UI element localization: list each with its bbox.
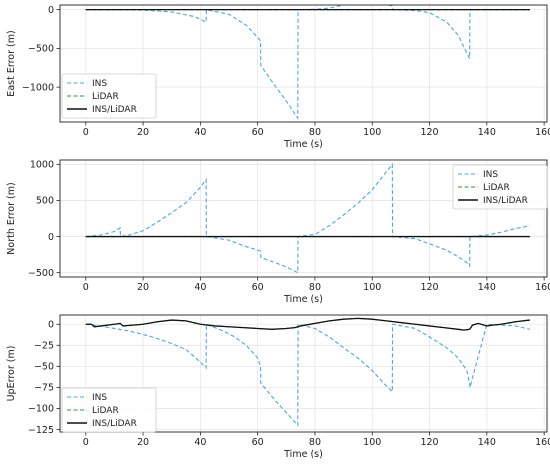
legend-label: LiDAR bbox=[92, 406, 119, 416]
legend-label: INS bbox=[92, 393, 107, 403]
legend-label: LiDAR bbox=[92, 92, 119, 102]
y-tick-label: 0 bbox=[48, 320, 54, 331]
y-tick-label: −500 bbox=[28, 44, 54, 55]
x-tick-label: 160 bbox=[535, 127, 550, 138]
y-tick-label: −125 bbox=[28, 425, 54, 436]
chart-panel-1: 0 20 40 60 80 100 120 140 160 0 −500 −1000 Time (s) E… bbox=[6, 3, 550, 150]
y-axis-label: North Error (m) bbox=[6, 182, 17, 254]
legend: INS LiDAR INS/LiDAR bbox=[453, 165, 547, 209]
x-axis-label: Time (s) bbox=[283, 294, 323, 305]
y-tick-label: −50 bbox=[34, 362, 54, 373]
x-tick-label: 60 bbox=[252, 437, 264, 448]
x-tick-label: 80 bbox=[309, 282, 321, 293]
y-tick-label: −1000 bbox=[22, 82, 54, 93]
x-tick-label: 100 bbox=[363, 127, 381, 138]
x-tick-label: 20 bbox=[137, 282, 149, 293]
y-tick-label: −25 bbox=[34, 341, 54, 352]
y-tick-label: 500 bbox=[36, 196, 54, 207]
x-tick-label: 160 bbox=[535, 437, 550, 448]
x-tick-label: 20 bbox=[137, 127, 149, 138]
chart-panel-2: 0 20 40 60 80 100 120 140 160 1000 500 0 −500 Time (s… bbox=[6, 160, 550, 305]
x-tick-label: 140 bbox=[478, 282, 496, 293]
x-tick-label: 0 bbox=[83, 127, 89, 138]
x-tick-label: 80 bbox=[309, 437, 321, 448]
x-tick-label: 120 bbox=[420, 282, 438, 293]
x-tick-label: 40 bbox=[194, 127, 206, 138]
y-tick-label: −75 bbox=[34, 383, 54, 394]
legend-label: INS bbox=[92, 79, 107, 89]
legend: INS LiDAR INS/LiDAR bbox=[62, 388, 156, 432]
x-axis-label: Time (s) bbox=[283, 139, 323, 150]
x-tick-label: 60 bbox=[252, 127, 264, 138]
y-tick-label: −500 bbox=[28, 268, 54, 279]
x-tick-label: 120 bbox=[420, 437, 438, 448]
legend-label: INS/LiDAR bbox=[92, 105, 137, 115]
x-tick-label: 40 bbox=[194, 282, 206, 293]
x-tick-label: 140 bbox=[478, 437, 496, 448]
chart-panel-3: 0 20 40 60 80 100 120 140 160 0 −25 −50 −75 −100 −125 T… bbox=[6, 315, 550, 460]
legend-label: INS/LiDAR bbox=[483, 196, 528, 206]
legend-label: INS/LiDAR bbox=[92, 419, 137, 429]
x-axis-label: Time (s) bbox=[283, 449, 323, 460]
y-axis-label: East Error (m) bbox=[6, 30, 17, 96]
y-axis-label: UpError (m) bbox=[6, 346, 17, 402]
y-tick-label: −100 bbox=[28, 404, 54, 415]
x-tick-label: 140 bbox=[478, 127, 496, 138]
x-tick-label: 0 bbox=[83, 437, 89, 448]
legend: INS LiDAR INS/LiDAR bbox=[62, 74, 156, 118]
x-tick-label: 160 bbox=[535, 282, 550, 293]
x-tick-label: 20 bbox=[137, 437, 149, 448]
legend-label: LiDAR bbox=[483, 183, 510, 193]
x-tick-label: 100 bbox=[363, 282, 381, 293]
x-tick-label: 100 bbox=[363, 437, 381, 448]
legend-label: INS bbox=[483, 170, 498, 180]
y-tick-label: 0 bbox=[48, 5, 54, 16]
x-tick-label: 60 bbox=[252, 282, 264, 293]
x-tick-label: 40 bbox=[194, 437, 206, 448]
x-tick-label: 120 bbox=[420, 127, 438, 138]
y-tick-label: 1000 bbox=[30, 160, 54, 171]
y-tick-label: 0 bbox=[48, 232, 54, 243]
x-tick-label: 0 bbox=[83, 282, 89, 293]
x-tick-label: 80 bbox=[309, 127, 321, 138]
